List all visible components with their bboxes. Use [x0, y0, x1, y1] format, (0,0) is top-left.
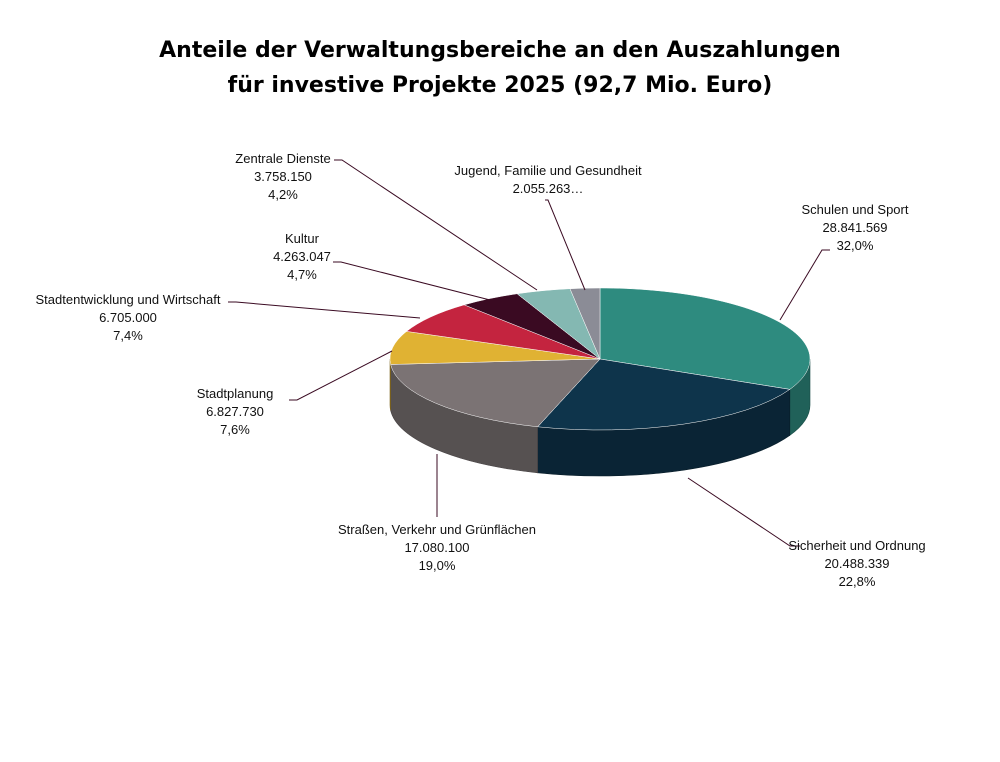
data-label-stadtplanung: Stadtplanung 6.827.730 7,6%: [197, 386, 274, 437]
leader-line-schulen-und-sport: [779, 249, 830, 321]
slice-labels: Schulen und Sport 28.841.569 32,0% Sicherhe…: [36, 151, 926, 589]
label-category: Straßen, Verkehr und Grünflächen: [338, 522, 536, 537]
leader-line-stadtentwicklung-und-wirtschaft: [228, 301, 421, 319]
leader-line-stadtplanung: [289, 350, 393, 401]
slice-stadtplanung: [389, 331, 601, 365]
label-percent: 4,7%: [287, 267, 317, 282]
label-value: 4.263.047: [273, 249, 331, 264]
label-category: Stadtplanung: [197, 386, 274, 401]
chart-title-line-1: Anteile der Verwaltungsbereiche an den A…: [159, 38, 841, 63]
data-label-strassen-verkehr-und-gruenflaechen: Straßen, Verkehr und Grünflächen 17.080.1…: [338, 522, 536, 573]
slice-schulen-und-sport: [599, 287, 811, 390]
label-value: 3.758.150: [254, 169, 312, 184]
slice-sicherheit-und-ordnung: [537, 358, 791, 431]
data-label-sicherheit-und-ordnung: Sicherheit und Ordnung 20.488.339 22,8%: [788, 538, 925, 589]
label-category: Jugend, Familie und Gesundheit: [454, 163, 642, 178]
leader-line-sicherheit-und-ordnung: [687, 477, 800, 547]
label-percent: 19,0%: [419, 558, 456, 573]
leader-line-kultur: [333, 261, 491, 301]
label-category: Sicherheit und Ordnung: [788, 538, 925, 553]
label-value: 20.488.339: [824, 556, 889, 571]
slice-jugend-familie-und-gesundheit: [569, 287, 601, 360]
data-label-stadtentwicklung-und-wirtschaft: Stadtentwicklung und Wirtschaft 6.705.000…: [36, 292, 221, 343]
label-percent: 22,8%: [839, 574, 876, 589]
label-category: Stadtentwicklung und Wirtschaft: [36, 292, 221, 307]
label-value: 6.827.730: [206, 404, 264, 419]
leader-lines: [228, 159, 830, 547]
label-percent: 7,6%: [220, 422, 250, 437]
label-percent: 7,4%: [113, 328, 143, 343]
label-value: 6.705.000: [99, 310, 157, 325]
label-category: Kultur: [285, 231, 320, 246]
label-percent: 32,0%: [837, 238, 874, 253]
label-value: 28.841.569: [822, 220, 887, 235]
leader-line-jugend-familie-und-gesundheit: [545, 199, 586, 291]
label-value: 17.080.100: [404, 540, 469, 555]
label-value: 2.055.263…: [513, 181, 584, 196]
leader-line-zentrale-dienste: [334, 159, 538, 291]
data-label-jugend-familie-und-gesundheit: Jugend, Familie und Gesundheit 2.055.263…: [454, 163, 642, 196]
pie-tops: [389, 287, 811, 431]
label-category: Zentrale Dienste: [235, 151, 330, 166]
slice-side-stadtplanung: [389, 358, 391, 411]
data-label-zentrale-dienste: Zentrale Dienste 3.758.150 4,2%: [235, 151, 330, 202]
data-label-kultur: Kultur 4.263.047 4,7%: [273, 231, 331, 282]
slice-stadtentwicklung-und-wirtschaft: [405, 304, 601, 360]
label-category: Schulen und Sport: [802, 202, 909, 217]
chart-title-line-2: für investive Projekte 2025 (92,7 Mio. E…: [227, 73, 773, 98]
label-percent: 4,2%: [268, 187, 298, 202]
data-label-schulen-und-sport: Schulen und Sport 28.841.569 32,0%: [802, 202, 909, 253]
slice-strassen-verkehr-und-gruenflaechen: [390, 358, 601, 428]
